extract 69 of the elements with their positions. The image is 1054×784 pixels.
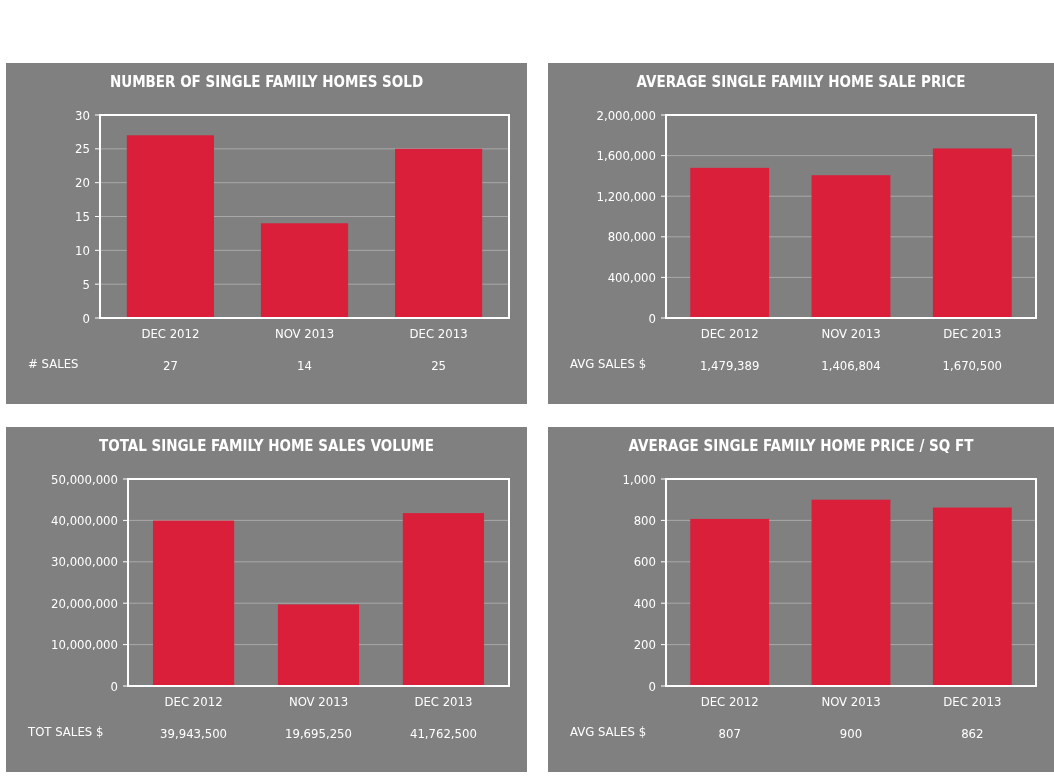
data-label: 25 (431, 358, 447, 373)
y-tick-label: 800,000 (607, 229, 656, 245)
data-label: 900 (839, 726, 863, 741)
y-tick-label: 30,000,000 (51, 554, 118, 570)
y-tick-label: 600 (633, 554, 656, 570)
chart-title: AVERAGE SINGLE FAMILY HOME PRICE / SQ FT (628, 437, 975, 455)
x-tick-label: DEC 2012 (700, 694, 759, 709)
data-label: 27 (162, 358, 178, 373)
x-tick-label: DEC 2012 (700, 326, 759, 341)
y-tick-label: 200 (633, 637, 656, 653)
bar (690, 518, 770, 686)
x-tick-label: DEC 2013 (943, 326, 1002, 341)
data-label: 19,695,250 (285, 726, 352, 741)
y-tick-label: 40,000,000 (51, 512, 118, 528)
y-tick-label: 10 (75, 242, 90, 258)
chart-title: TOTAL SINGLE FAMILY HOME SALES VOLUME (98, 437, 435, 455)
x-tick-label: NOV 2013 (821, 694, 881, 709)
x-tick-label: DEC 2013 (409, 326, 468, 341)
text: # SALES (28, 356, 79, 371)
x-tick-label: DEC 2012 (141, 326, 200, 341)
data-label: 862 (961, 726, 984, 741)
x-tick-label: DEC 2013 (943, 694, 1002, 709)
y-tick-label: 15 (75, 209, 90, 225)
text: TOT SALES $ (27, 724, 104, 739)
bar (402, 513, 485, 686)
bar (811, 175, 891, 318)
bar (152, 520, 235, 686)
y-tick-label: 50,000,000 (51, 471, 118, 487)
bar (395, 148, 483, 318)
y-tick-label: 25 (75, 141, 90, 157)
x-tick-label: NOV 2013 (274, 326, 335, 341)
text: AVG SALES $ (570, 356, 647, 371)
bar (932, 507, 1012, 686)
data-label: 1,406,804 (821, 358, 881, 373)
data-label: 1,670,500 (942, 358, 1003, 373)
bar (277, 604, 360, 686)
y-tick-label: 1,200,000 (596, 188, 656, 204)
y-tick-label: 5 (82, 276, 90, 292)
x-tick-label: NOV 2013 (821, 326, 881, 341)
y-tick-label: 2,000,000 (596, 107, 656, 123)
data-label: 14 (297, 358, 312, 373)
y-tick-label: 0 (110, 678, 118, 694)
x-tick-label: NOV 2013 (288, 694, 349, 709)
y-tick-label: 0 (82, 310, 90, 326)
y-tick-label: 800 (633, 512, 656, 528)
y-tick-label: 0 (648, 678, 656, 694)
y-tick-label: 400,000 (607, 269, 656, 285)
y-tick-label: 20,000,000 (51, 595, 118, 611)
data-label: 39,943,500 (160, 726, 228, 741)
text: AVG SALES $ (570, 724, 647, 739)
x-tick-label: DEC 2013 (414, 694, 473, 709)
bar (811, 499, 891, 686)
y-tick-label: 0 (648, 310, 656, 326)
y-tick-label: 1,000 (622, 471, 656, 487)
data-label: 41,762,500 (409, 726, 477, 741)
bar (260, 223, 349, 318)
bar (690, 167, 770, 318)
y-tick-label: 20 (75, 175, 90, 191)
x-tick-label: DEC 2012 (164, 694, 223, 709)
y-tick-label: 30 (75, 107, 90, 123)
chart-title: AVERAGE SINGLE FAMILY HOME SALE PRICE (636, 73, 966, 91)
bar (932, 148, 1012, 318)
y-tick-label: 10,000,000 (51, 637, 118, 653)
y-tick-label: 400 (633, 595, 656, 611)
data-label: 807 (718, 726, 741, 741)
chart-title: NUMBER OF SINGLE FAMILY HOMES SOLD (109, 73, 424, 91)
y-tick-label: 1,600,000 (596, 148, 656, 164)
data-label: 1,479,389 (699, 358, 760, 373)
bar (126, 135, 214, 318)
